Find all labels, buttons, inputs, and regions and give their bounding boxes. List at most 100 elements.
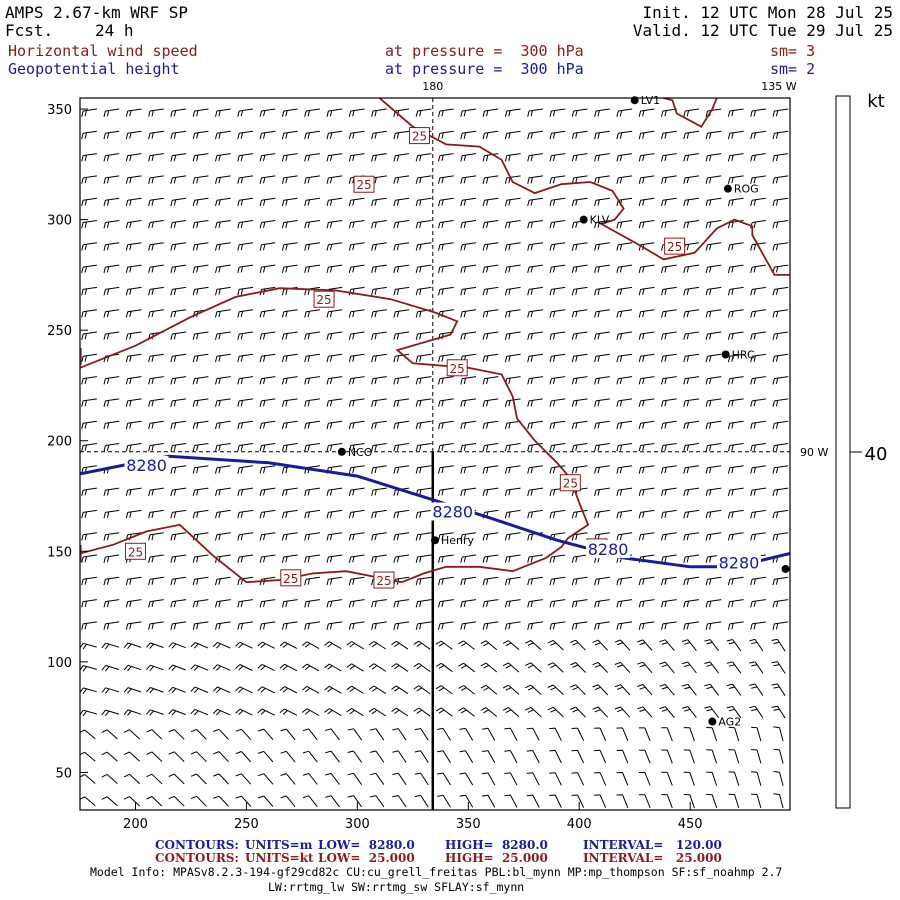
wind-barb bbox=[705, 153, 722, 162]
wind-barb bbox=[547, 639, 564, 651]
wind-barb bbox=[460, 242, 477, 251]
wind-barb bbox=[348, 443, 365, 452]
wind-barb bbox=[281, 509, 298, 519]
wind-barb bbox=[348, 509, 365, 519]
wind-barb bbox=[215, 331, 231, 340]
wind-barb bbox=[616, 309, 633, 318]
wind-barb bbox=[393, 242, 410, 251]
wind-barb bbox=[727, 420, 744, 430]
wind-barb bbox=[772, 153, 789, 162]
wind-barb bbox=[192, 353, 209, 363]
wind-barb bbox=[81, 175, 97, 184]
wind-barb bbox=[504, 242, 521, 251]
wind-barb bbox=[259, 331, 276, 340]
wind-barb bbox=[371, 487, 387, 497]
wind-barb bbox=[705, 220, 722, 229]
wind-barb bbox=[101, 773, 118, 784]
wind-barb bbox=[549, 599, 566, 608]
wind-barb bbox=[237, 465, 254, 474]
wind-barb bbox=[727, 153, 744, 162]
wind-barb bbox=[170, 443, 187, 452]
wind-barb bbox=[438, 242, 454, 251]
wind-barb bbox=[594, 487, 610, 497]
wind-barb bbox=[348, 264, 365, 274]
wind-barb bbox=[772, 621, 789, 630]
wind-barb bbox=[661, 465, 677, 474]
wind-barb bbox=[616, 331, 633, 340]
wind-barb bbox=[237, 420, 254, 430]
wind-barb bbox=[549, 749, 562, 764]
wind-barb bbox=[706, 727, 718, 742]
speed-contour-line bbox=[80, 287, 590, 584]
wind-barb bbox=[281, 264, 298, 274]
wind-barb bbox=[168, 642, 186, 649]
wind-barb bbox=[460, 197, 477, 207]
wind-barb bbox=[504, 576, 521, 586]
wind-barb bbox=[547, 662, 564, 673]
wind-barb bbox=[146, 642, 164, 649]
wind-barb bbox=[571, 465, 588, 474]
wind-barb bbox=[281, 220, 298, 229]
wind-barb bbox=[393, 621, 410, 630]
wind-barb bbox=[527, 309, 543, 318]
wind-barb bbox=[594, 376, 610, 385]
wind-barb bbox=[215, 264, 231, 274]
wind-barb bbox=[237, 153, 254, 162]
wind-barb bbox=[148, 130, 164, 140]
wind-barb bbox=[301, 685, 320, 694]
wind-barb bbox=[482, 108, 499, 117]
wind-barb bbox=[168, 709, 186, 716]
wind-barb bbox=[304, 554, 320, 563]
station-label: HRC bbox=[732, 348, 755, 361]
wind-barb bbox=[148, 576, 164, 586]
wind-barb bbox=[148, 487, 164, 497]
wind-barb bbox=[638, 420, 655, 430]
wind-barb bbox=[571, 108, 588, 117]
wind-barb bbox=[616, 772, 629, 786]
wind-barb bbox=[683, 376, 700, 385]
wind-barb bbox=[438, 554, 454, 563]
wind-barb bbox=[571, 197, 588, 207]
forecast-hour: 24 h bbox=[95, 21, 134, 40]
wind-barb bbox=[413, 685, 431, 695]
wind-barb bbox=[81, 376, 97, 385]
height-contour-label-bg bbox=[430, 502, 475, 521]
wind-barb bbox=[549, 398, 566, 407]
wind-barb bbox=[480, 684, 498, 695]
wind-barb bbox=[148, 554, 164, 563]
wind-barb bbox=[592, 661, 609, 673]
wind-barb bbox=[302, 728, 318, 741]
wind-barb bbox=[190, 664, 209, 671]
wind-barb bbox=[704, 683, 719, 696]
wind-barb bbox=[438, 130, 454, 140]
wind-barb bbox=[594, 509, 610, 519]
wind-barb bbox=[571, 749, 585, 764]
wind-barb bbox=[659, 683, 675, 696]
wind-barb bbox=[704, 639, 719, 652]
wind-barb bbox=[705, 130, 722, 140]
wind-barb bbox=[661, 487, 677, 497]
wind-barb bbox=[237, 554, 254, 563]
wind-barb bbox=[616, 532, 633, 541]
wind-barb bbox=[435, 707, 453, 717]
wind-barb bbox=[661, 794, 673, 809]
wind-barb bbox=[616, 153, 633, 162]
wind-barb bbox=[148, 242, 164, 251]
wind-barb bbox=[103, 509, 120, 519]
wind-barb bbox=[594, 398, 610, 407]
wind-barb bbox=[594, 242, 610, 251]
wind-barb bbox=[415, 220, 432, 229]
wind-barb bbox=[326, 353, 343, 363]
wind-barb bbox=[326, 264, 343, 274]
wind-barb bbox=[125, 130, 142, 140]
wind-barb bbox=[103, 220, 120, 229]
wind-barb bbox=[415, 420, 432, 430]
wind-barb bbox=[594, 220, 610, 229]
wind-barb bbox=[525, 684, 542, 695]
wind-barb bbox=[326, 509, 343, 519]
wind-barb bbox=[324, 663, 342, 672]
wind-barb bbox=[215, 376, 231, 385]
wind-barb bbox=[192, 242, 209, 251]
wind-barb bbox=[482, 420, 499, 430]
wind-barb bbox=[192, 487, 209, 497]
